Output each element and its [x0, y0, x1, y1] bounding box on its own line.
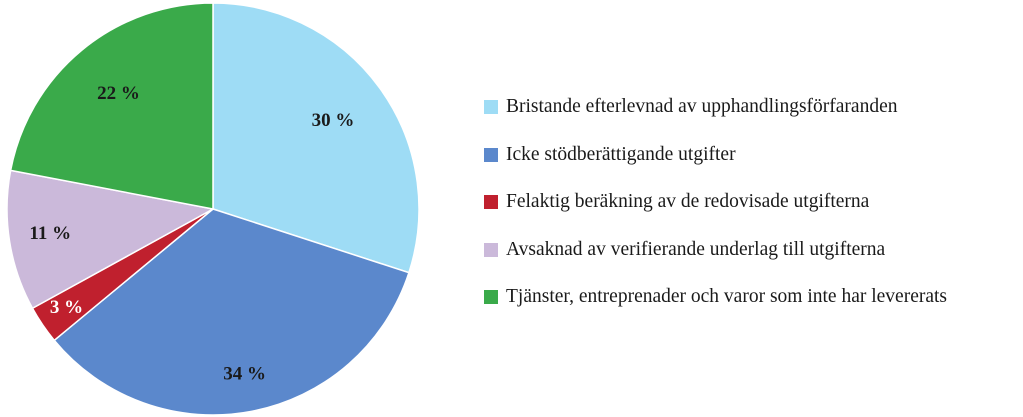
slice-value-label: 30 %	[312, 110, 355, 131]
legend-swatch	[484, 242, 498, 257]
legend-label: Avsaknad av verifierande underlag till u…	[506, 238, 886, 260]
pie-slice	[212, 2, 420, 274]
slice-value-label: 22 %	[97, 83, 140, 104]
pie-slice	[9, 2, 214, 210]
legend-item: Tjänster, entreprenader och varor som in…	[484, 286, 1014, 308]
pie-slice	[53, 208, 410, 416]
slice-value-label: 3 %	[50, 297, 83, 318]
legend-swatch	[484, 290, 498, 304]
legend-swatch	[484, 195, 498, 209]
legend-item: Bristande efterlevnad av upphandlingsför…	[484, 96, 1014, 118]
legend: Bristande efterlevnad av upphandlingsför…	[484, 96, 1014, 334]
legend-label: Icke stödberättigande utgifter	[506, 143, 736, 165]
pie-slice	[6, 169, 216, 310]
legend-item: Avsaknad av verifierande underlag till u…	[484, 239, 1014, 261]
legend-label: Bristande efterlevnad av upphandlingsför…	[506, 96, 898, 117]
legend-label: Tjänster, entreprenader och varor som in…	[506, 286, 948, 307]
legend-item: Felaktig beräkning av de redovisade utgi…	[484, 191, 1014, 213]
slice-value-label: 34 %	[223, 363, 266, 384]
legend-swatch	[484, 147, 498, 162]
legend-label: Felaktig beräkning av de redovisade utgi…	[506, 191, 870, 212]
legend-item: Icke stödberättigande utgifter	[484, 144, 1014, 166]
legend-swatch	[484, 100, 498, 114]
slice-value-label: 11 %	[29, 223, 71, 244]
